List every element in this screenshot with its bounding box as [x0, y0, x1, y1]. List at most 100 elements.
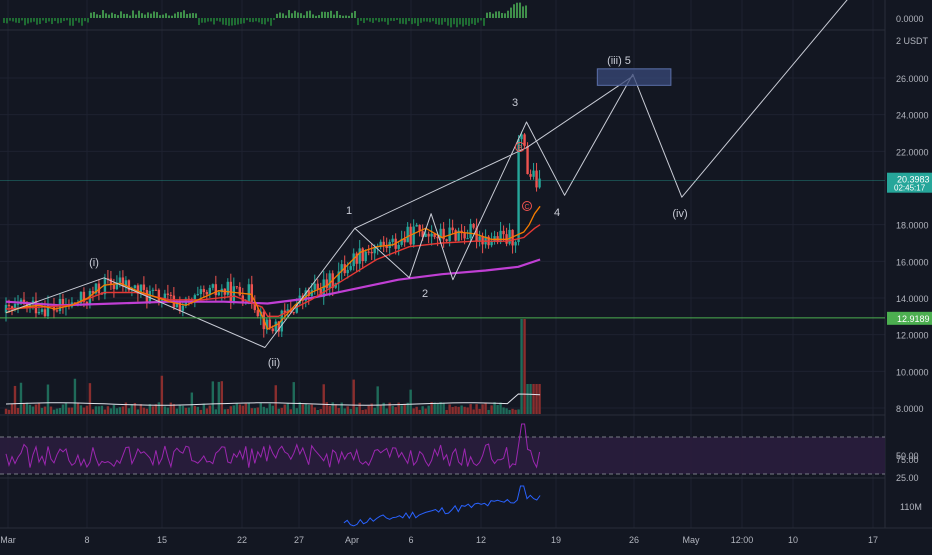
oscillator-bar	[483, 18, 485, 26]
oscillator-bar	[240, 18, 242, 24]
oscillator-bar	[288, 10, 290, 18]
oscillator-bar	[417, 18, 419, 27]
candle-body	[481, 236, 484, 245]
volume-bar	[25, 402, 29, 414]
oscillator-bar	[486, 12, 488, 18]
volume-bar	[397, 402, 400, 414]
oscillator-bar	[279, 12, 281, 18]
volume-bar	[415, 406, 418, 414]
volume-bar	[277, 408, 280, 414]
volume-bar	[463, 406, 466, 414]
oscillator-bar	[108, 14, 110, 18]
candle-body	[127, 280, 131, 291]
volume-bar	[301, 404, 304, 414]
oscillator-bar	[462, 18, 464, 27]
current-price-tag	[887, 172, 932, 193]
volume-bar	[295, 408, 298, 414]
oscillator-bar	[297, 12, 299, 18]
oscillator-bar	[357, 18, 359, 26]
candle-body	[439, 228, 442, 239]
candle-body	[304, 290, 307, 301]
volume-bar	[247, 402, 250, 414]
candle-body	[253, 301, 256, 311]
wave-label: (iii) 5	[607, 55, 631, 67]
candle-body	[130, 288, 134, 291]
oscillator-bar	[387, 18, 389, 25]
volume-bar	[436, 403, 439, 414]
oscillator-bar	[57, 18, 59, 24]
oscillator-bar	[9, 18, 11, 21]
oscillator-bar	[66, 18, 68, 21]
oscillator-bar	[282, 13, 284, 18]
candle-body	[250, 284, 253, 302]
wave-mark-circle	[515, 142, 525, 152]
volume-bar	[418, 409, 421, 414]
volume-bar	[43, 406, 47, 414]
volume-bar	[241, 405, 245, 414]
oscillator-bar	[213, 18, 215, 25]
candle-body	[271, 328, 274, 332]
volume-bar	[433, 402, 436, 414]
oscillator-bar	[402, 18, 404, 24]
candle-body	[55, 310, 59, 312]
candle-body	[268, 319, 271, 329]
volume-bar	[412, 408, 415, 414]
volume-bar	[58, 407, 62, 414]
y-tick-label: 18.0000	[896, 221, 929, 231]
oscillator-bar	[267, 18, 269, 22]
wave-mark-circle	[522, 201, 532, 211]
oscillator-bar	[18, 18, 20, 24]
candle-body	[25, 303, 29, 308]
oscillator-bar	[69, 18, 71, 26]
volume-bar	[124, 402, 128, 414]
volume-bar	[61, 404, 65, 414]
oscillator-bar	[15, 18, 17, 23]
candle-body	[196, 294, 200, 296]
candle-body	[316, 283, 319, 289]
volume-bar	[385, 408, 388, 414]
candle-body	[355, 253, 358, 264]
wave-label: 3	[512, 97, 518, 109]
oscillator-bar	[168, 15, 170, 18]
candle-body	[499, 230, 502, 243]
oscillator-bar	[276, 13, 278, 18]
oscillator-bar	[465, 18, 467, 25]
lower-indicator-line	[343, 485, 541, 527]
volume-bar	[265, 408, 268, 414]
volume-bar	[40, 407, 44, 414]
candle-body	[265, 319, 268, 330]
trend-channel-line	[354, 75, 634, 229]
oscillator-bar	[333, 14, 335, 18]
volume-bars	[4, 319, 541, 414]
oscillator-bar	[495, 11, 497, 18]
candle-body	[7, 304, 11, 307]
volume-bar	[106, 406, 110, 414]
volume-bar	[55, 408, 59, 414]
oscillator-bar	[393, 18, 395, 21]
candle-body	[247, 284, 250, 303]
candle-body	[529, 174, 532, 177]
candle-body	[154, 289, 158, 291]
oscillator-bar	[117, 15, 119, 18]
volume-bar	[271, 405, 274, 414]
oscillator-bar	[204, 18, 206, 23]
candle-body	[466, 238, 469, 240]
oscillator-bar	[93, 11, 95, 18]
oscillator-bar	[186, 14, 188, 18]
x-tick-label: 6	[408, 535, 413, 545]
candle-body	[454, 230, 457, 241]
candle-body	[421, 231, 424, 237]
volume-bar	[193, 405, 197, 414]
volume-bar	[283, 404, 286, 414]
oscillator-bar	[141, 13, 143, 18]
volume-bar	[133, 402, 137, 414]
ema-slow-line	[5, 258, 541, 307]
oscillator-bar	[180, 12, 182, 18]
volume-bar	[151, 406, 155, 414]
volume-bar	[478, 408, 481, 414]
volume-bar	[424, 408, 427, 414]
oscillator-histogram	[3, 2, 527, 28]
oscillator-bar	[201, 18, 203, 23]
